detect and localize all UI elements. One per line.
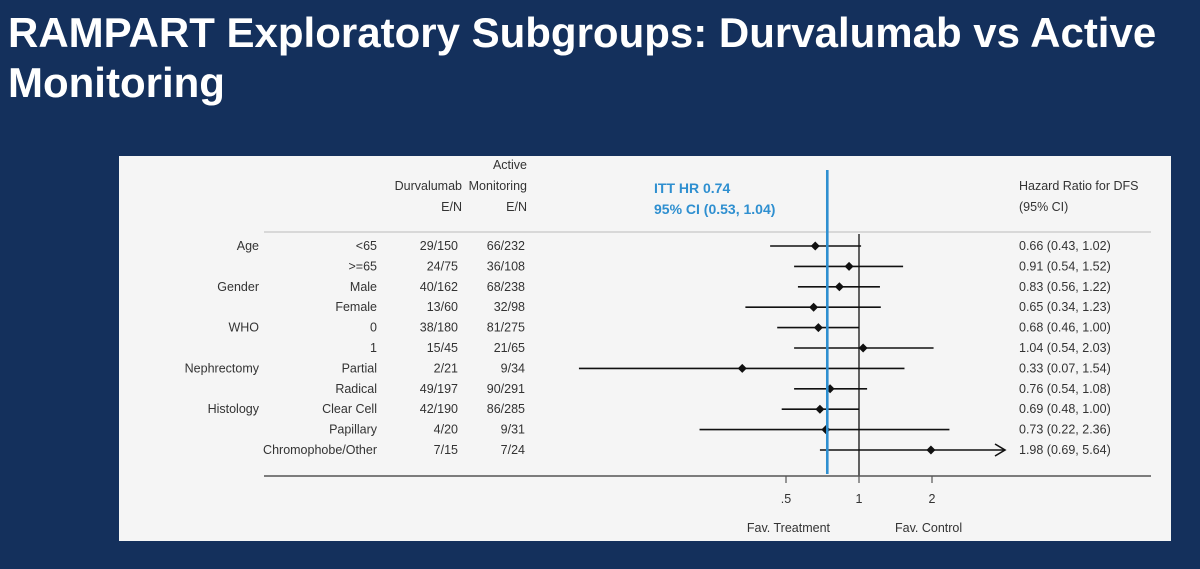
subgroup-level: Papillary xyxy=(329,423,378,437)
table-row: WHO 0 38/180 81/275 0.68 (0.46, 1.00) xyxy=(228,321,1110,335)
subgroup-level: Male xyxy=(350,280,377,294)
durvalumab-events: 15/45 xyxy=(427,341,458,355)
hr-point xyxy=(813,323,823,333)
durvalumab-events: 42/190 xyxy=(420,402,458,416)
subgroup-level: Partial xyxy=(342,361,377,375)
hr-point xyxy=(844,261,854,271)
active-monitoring-events: 9/34 xyxy=(501,361,525,375)
durvalumab-events: 13/60 xyxy=(427,300,458,314)
hr-header-line: Hazard Ratio for DFS xyxy=(1019,179,1138,193)
table-row: Age <65 29/150 66/232 0.66 (0.43, 1.02) xyxy=(237,239,1111,253)
active-monitoring-events: 32/98 xyxy=(494,300,525,314)
hr-point xyxy=(737,363,747,373)
axis-ticks: .5 1 2 xyxy=(781,476,936,506)
hazard-ratio-value: 0.91 (0.54, 1.52) xyxy=(1019,259,1111,273)
subgroup-level: Chromophobe/Other xyxy=(263,443,377,457)
hr-point xyxy=(834,282,844,292)
durvalumab-events: 49/197 xyxy=(420,382,458,396)
subgroup-level: <65 xyxy=(356,239,377,253)
favors-control-label: Fav. Control xyxy=(895,521,962,535)
durvalumab-events: 29/150 xyxy=(420,239,458,253)
subgroup-level: 0 xyxy=(370,321,377,335)
hazard-ratio-value: 0.65 (0.34, 1.23) xyxy=(1019,300,1111,314)
active-monitoring-events: 36/108 xyxy=(487,259,525,273)
hazard-ratio-value: 1.04 (0.54, 2.03) xyxy=(1019,341,1111,355)
subgroup-category: Age xyxy=(237,239,259,253)
axis-tick-label: .5 xyxy=(781,492,791,506)
hazard-ratio-value: 0.68 (0.46, 1.00) xyxy=(1019,321,1111,335)
hr-point xyxy=(809,302,819,312)
table-row: 1 15/45 21/65 1.04 (0.54, 2.03) xyxy=(370,341,1111,355)
forest-plot-panel: Durvalumab E/N Active Monitoring E/N Hazard R… xyxy=(119,156,1171,541)
active-monitoring-events: 66/232 xyxy=(487,239,525,253)
subgroup-level: Clear Cell xyxy=(322,402,377,416)
hr-point xyxy=(926,445,936,455)
durvalumab-events: 24/75 xyxy=(427,259,458,273)
column-headers: Durvalumab E/N Active Monitoring E/N Hazard R… xyxy=(395,158,1139,214)
table-row: Histology Clear Cell 42/190 86/285 0.69 (0.4… xyxy=(208,402,1111,416)
durvalumab-events: 7/15 xyxy=(434,443,458,457)
table-row: Gender Male 40/162 68/238 0.83 (0.56, 1.22) xyxy=(217,280,1110,294)
active-monitoring-events: 90/291 xyxy=(487,382,525,396)
durvalumab-events: 40/162 xyxy=(420,280,458,294)
hazard-ratio-value: 0.73 (0.22, 2.36) xyxy=(1019,423,1111,437)
subgroup-level: >=65 xyxy=(348,259,377,273)
durvalumab-header-line: E/N xyxy=(441,200,462,214)
table-row: Chromophobe/Other 7/15 7/24 1.98 (0.69, 5.6… xyxy=(263,443,1111,457)
favors-treatment-label: Fav. Treatment xyxy=(747,521,831,535)
forest-plot: Durvalumab E/N Active Monitoring E/N Hazard R… xyxy=(185,158,1151,535)
hr-point xyxy=(858,343,868,353)
axis-tick-label: 1 xyxy=(856,492,863,506)
active-monitoring-events: 68/238 xyxy=(487,280,525,294)
subgroup-category: Nephrectomy xyxy=(185,361,260,375)
durvalumab-header-line: Durvalumab xyxy=(395,179,462,193)
hr-point xyxy=(810,241,820,251)
hazard-ratio-value: 0.83 (0.56, 1.22) xyxy=(1019,280,1111,294)
table-row: Papillary 4/20 9/31 0.73 (0.22, 2.36) xyxy=(329,423,1111,437)
active-monitoring-events: 9/31 xyxy=(501,423,525,437)
itt-hr-label: ITT HR 0.74 xyxy=(654,180,730,196)
table-rows: Age <65 29/150 66/232 0.66 (0.43, 1.02) >=65 2… xyxy=(185,239,1111,457)
subgroup-level: Radical xyxy=(335,382,377,396)
ci-arrow xyxy=(994,443,1007,457)
active-monitoring-events: 81/275 xyxy=(487,321,525,335)
active_monitoring-header-line: Active xyxy=(493,158,527,172)
subgroup-level: 1 xyxy=(370,341,377,355)
active-monitoring-events: 7/24 xyxy=(501,443,525,457)
subgroup-category: Histology xyxy=(208,402,260,416)
active_monitoring-header-line: E/N xyxy=(506,200,527,214)
table-row: Female 13/60 32/98 0.65 (0.34, 1.23) xyxy=(335,300,1110,314)
durvalumab-events: 4/20 xyxy=(434,423,458,437)
hazard-ratio-value: 0.33 (0.07, 1.54) xyxy=(1019,361,1111,375)
subgroup-level: Female xyxy=(335,300,377,314)
durvalumab-events: 38/180 xyxy=(420,321,458,335)
hazard-ratio-value: 0.66 (0.43, 1.02) xyxy=(1019,239,1111,253)
active_monitoring-header-line: Monitoring xyxy=(469,179,527,193)
table-row: Radical 49/197 90/291 0.76 (0.54, 1.08) xyxy=(335,382,1110,396)
table-row: Nephrectomy Partial 2/21 9/34 0.33 (0.07, 1.… xyxy=(185,361,1111,375)
hr-point xyxy=(815,404,825,414)
plot-area xyxy=(578,170,1007,476)
hazard-ratio-value: 0.69 (0.48, 1.00) xyxy=(1019,402,1111,416)
subgroup-category: Gender xyxy=(217,280,259,294)
hazard-ratio-value: 1.98 (0.69, 5.64) xyxy=(1019,443,1111,457)
hr-header-line: (95% CI) xyxy=(1019,200,1068,214)
hazard-ratio-value: 0.76 (0.54, 1.08) xyxy=(1019,382,1111,396)
active-monitoring-events: 86/285 xyxy=(487,402,525,416)
subgroup-category: WHO xyxy=(228,321,259,335)
hr-point xyxy=(821,425,831,435)
table-row: >=65 24/75 36/108 0.91 (0.54, 1.52) xyxy=(348,259,1110,273)
itt-ci-label: 95% CI (0.53, 1.04) xyxy=(654,201,775,217)
slide-title: RAMPART Exploratory Subgroups: Durvaluma… xyxy=(8,9,1157,106)
axis-tick-label: 2 xyxy=(929,492,936,506)
durvalumab-events: 2/21 xyxy=(434,361,458,375)
active-monitoring-events: 21/65 xyxy=(494,341,525,355)
